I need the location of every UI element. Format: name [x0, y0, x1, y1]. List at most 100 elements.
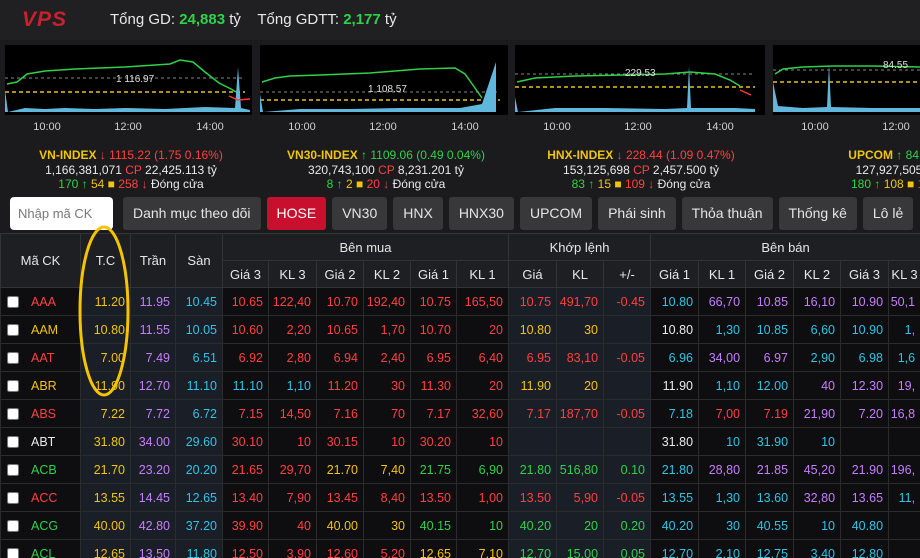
- row-checkbox[interactable]: [7, 408, 19, 421]
- cell: 30.15: [316, 427, 364, 456]
- cell: 10: [268, 427, 317, 456]
- cell: 31.80: [80, 427, 131, 456]
- cell: -0.05: [603, 399, 652, 428]
- totals: Tổng GD: 24,883 tỷ Tổng GDTT: 2,177 tỷ: [110, 11, 397, 28]
- cell: 6.96: [650, 343, 700, 372]
- index-line-3: 180 ↑ 108 ■ 188 ↓: [772, 177, 920, 192]
- deal-unit: tỷ: [384, 11, 397, 28]
- cell: 1,: [888, 315, 920, 344]
- cell: 516,80: [556, 455, 605, 484]
- chart-price: 229.53: [625, 68, 656, 79]
- tab[interactable]: Thỏa thuận: [681, 197, 773, 230]
- search-input[interactable]: [10, 197, 113, 230]
- cell: 10: [698, 427, 747, 456]
- cell: 7.49: [130, 343, 176, 372]
- cell: 10: [455, 511, 510, 540]
- tab[interactable]: HNX: [393, 197, 443, 230]
- row-checkbox[interactable]: [7, 380, 19, 393]
- cell: 7.18: [650, 399, 700, 428]
- cell: 6,90: [455, 455, 510, 484]
- index-line-1: HNX-INDEX ↓ 228.44 (1.09 0.47%): [514, 148, 768, 163]
- tab[interactable]: HNX30: [448, 197, 514, 230]
- cell: 6.95: [410, 343, 457, 372]
- index-name: UPCOM: [848, 148, 893, 162]
- cell: 7.17: [410, 399, 457, 428]
- stock-row: ACL 12.65 13.50 11.80 12.50 3,90 12.60 5,20 12.6…: [0, 539, 920, 558]
- index-line-3: 83 ↑ 15 ■ 109 ↓ Đóng cửa: [514, 177, 768, 192]
- up-count: 170: [58, 177, 79, 191]
- cell: 10.75: [508, 287, 558, 316]
- cell: 20.20: [175, 455, 223, 484]
- cell: 192,40: [363, 287, 411, 316]
- cell: 1,30: [698, 483, 747, 512]
- cell: 13.50: [410, 483, 457, 512]
- cell: 16,10: [793, 287, 842, 316]
- table-wrap: Mã CK T.C Trần Sàn Bên mua Khớp lệnh Bên bán Gi…: [0, 233, 920, 558]
- cell: 21.85: [745, 455, 795, 484]
- cell: 13.50: [508, 483, 558, 512]
- stock-row: ACB 21.70 23.20 20.20 21.65 29,70 21.70 7,40 21.…: [0, 455, 920, 484]
- cell: 29.60: [175, 427, 223, 456]
- cell: 6.94: [316, 343, 364, 372]
- row-checkbox[interactable]: [7, 352, 19, 365]
- cell: 3,40: [793, 539, 842, 558]
- cell: 40.55: [745, 511, 795, 540]
- cell: 11,: [888, 483, 920, 512]
- row-checkbox[interactable]: [7, 324, 19, 337]
- col-header: Giá 3: [222, 260, 269, 288]
- cell: 11.10: [175, 371, 223, 400]
- cell: 6.51: [175, 343, 223, 372]
- total-value: 24,883: [179, 11, 226, 28]
- index-summary: UPCOM ↑ 84.62 (0127,927,505 CP180 ↑ 108 …: [772, 148, 920, 192]
- index-change: (0.49 0.04%): [416, 148, 485, 162]
- cell: 11.30: [410, 371, 457, 400]
- cell: 491,70: [556, 287, 605, 316]
- cell: AAA: [0, 287, 81, 316]
- cell: ABS: [0, 399, 81, 428]
- cell: 13.45: [316, 483, 364, 512]
- row-checkbox[interactable]: [7, 548, 19, 558]
- tab[interactable]: Lô lẻ: [862, 197, 914, 230]
- col-header: Giá 1: [410, 260, 457, 288]
- index-volume: 1,166,381,071: [45, 162, 122, 177]
- cell: [603, 315, 652, 344]
- cell: 70: [363, 399, 411, 428]
- row-checkbox[interactable]: [7, 492, 19, 505]
- tab[interactable]: VN30: [332, 197, 388, 230]
- tab[interactable]: UPCOM: [519, 197, 593, 230]
- row-checkbox[interactable]: [7, 296, 19, 309]
- row-checkbox[interactable]: [7, 520, 19, 533]
- down-icon: ↓: [644, 177, 658, 191]
- tab[interactable]: HOSE: [266, 197, 327, 230]
- time-label: 10:00: [288, 121, 316, 133]
- cell: 40.20: [508, 511, 558, 540]
- cell: 6.72: [175, 399, 223, 428]
- index-turnover: 22,425.113: [145, 162, 205, 177]
- ticker: ACL: [31, 546, 56, 558]
- index-line-2: 127,927,505 CP: [772, 163, 920, 178]
- index-line: [774, 65, 920, 75]
- cell: 11.55: [130, 315, 176, 344]
- ticker: ACG: [31, 518, 59, 533]
- cell: 6.97: [745, 343, 795, 372]
- tab[interactable]: Thống kê: [778, 197, 857, 230]
- stock-row: AAA 11.20 11.95 10.45 10.65 122,40 10.70 192,40…: [0, 287, 920, 316]
- logo[interactable]: VPS: [22, 8, 68, 31]
- cell: 14,50: [268, 399, 317, 428]
- chart-panel: 1 116.97: [5, 45, 252, 115]
- cell: 66,70: [698, 287, 747, 316]
- tab[interactable]: Danh mục theo dõi: [123, 197, 261, 230]
- tab[interactable]: Phái sinh: [598, 197, 676, 230]
- cell: 32,80: [793, 483, 842, 512]
- cell: ABR: [0, 371, 81, 400]
- cell: -0.05: [603, 483, 652, 512]
- cell: 10.90: [840, 287, 890, 316]
- cell: 13.55: [650, 483, 700, 512]
- deal-value: 2,177: [343, 11, 381, 28]
- stock-row: AAM 10.80 11.55 10.05 10.60 2,20 10.65 1,70 10.7…: [0, 315, 920, 344]
- cell: 20: [455, 315, 510, 344]
- up-icon: ↑: [871, 177, 884, 191]
- row-checkbox[interactable]: [7, 436, 19, 449]
- row-checkbox[interactable]: [7, 464, 19, 477]
- cell: [840, 427, 890, 456]
